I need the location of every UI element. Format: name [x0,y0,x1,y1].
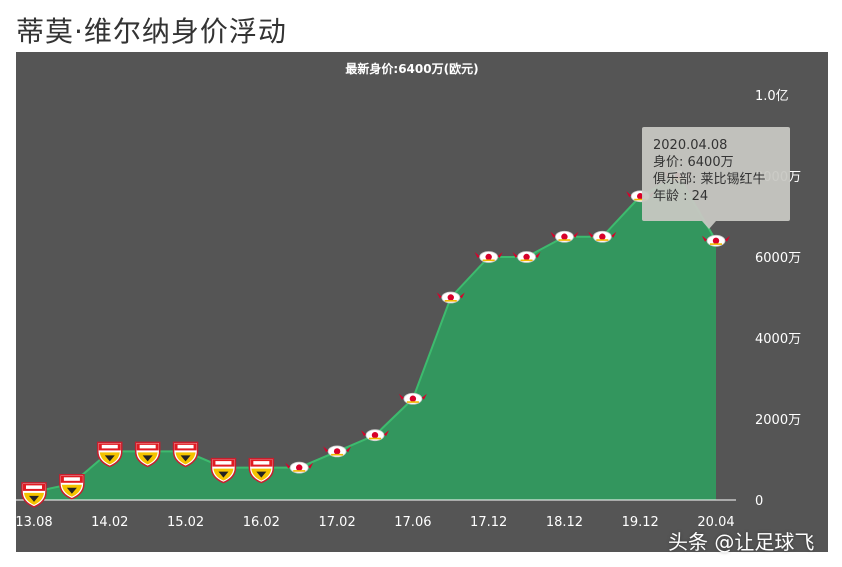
stuttgart-crest-icon[interactable] [134,441,161,468]
data-tooltip: 2020.04.08 身价: 6400万 俱乐部: 莱比锡红牛 年龄 : 24 [642,127,790,221]
x-tick-label: 15.02 [167,515,204,530]
leipzig-crest-icon[interactable] [702,234,730,247]
x-tick-label: 16.02 [243,515,280,530]
stuttgart-crest-icon[interactable] [210,457,237,484]
stuttgart-crest-icon[interactable] [97,441,123,468]
tooltip-date: 2020.04.08 [653,138,728,153]
page-title: 蒂莫·维尔纳身价浮动 [16,15,287,48]
y-tick-label: 0 [755,494,763,509]
x-tick-label: 18.12 [546,515,583,530]
y-tick-label: 2000万 [755,413,801,428]
x-tick-label: 17.12 [470,515,507,530]
y-tick-label: 4000万 [755,332,801,347]
leipzig-crest-icon[interactable] [398,392,427,405]
leipzig-crest-icon[interactable] [285,461,314,474]
series-area [34,176,716,500]
leipzig-crest-icon[interactable] [436,291,465,304]
tooltip-pointer [702,221,716,229]
tooltip-club: 俱乐部: 莱比锡红牛 [653,172,766,187]
x-tick-label: 14.02 [91,515,128,530]
leipzig-crest-icon[interactable] [361,429,389,442]
watermark: 头条 @让足球飞 [668,530,815,554]
leipzig-crest-icon[interactable] [512,251,541,263]
tooltip-value: 身价: 6400万 [653,155,734,170]
tooltip-age: 年龄 : 24 [653,189,709,204]
x-tick-label: 17.06 [394,515,431,530]
stuttgart-crest-icon[interactable] [172,441,199,468]
stuttgart-crest-icon[interactable] [21,482,47,508]
x-tick-label: 20.04 [697,515,734,530]
y-tick-label: 1.0亿 [755,89,789,104]
y-tick-label: 6000万 [755,251,801,266]
leipzig-crest-icon[interactable] [550,230,579,243]
x-tick-label: 13.08 [16,515,53,530]
chart-subtitle: 最新身价:6400万(欧元) [345,61,478,76]
x-tick-label: 17.02 [319,515,356,530]
leipzig-crest-icon[interactable] [474,251,503,263]
leipzig-crest-icon[interactable] [588,230,617,243]
chart-panel: 最新身价:6400万(欧元) 13.08 14.02 15.02 16.02 17.02… [16,52,828,552]
leipzig-crest-icon[interactable] [323,445,352,458]
stuttgart-crest-icon[interactable] [248,457,275,484]
x-tick-label: 19.12 [622,515,659,530]
stuttgart-crest-icon[interactable] [59,474,85,500]
